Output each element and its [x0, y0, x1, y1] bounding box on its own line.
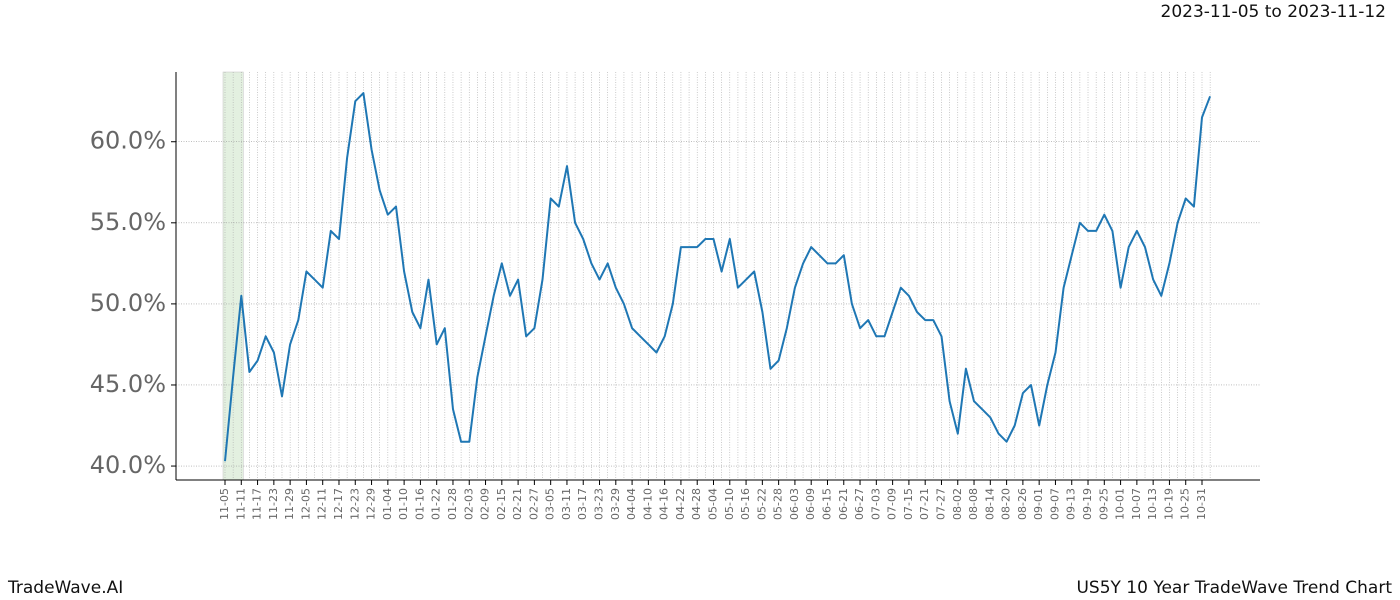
- x-tick-label: 03-29: [609, 488, 622, 520]
- x-tick-label: 10-13: [1146, 488, 1159, 520]
- x-tick-label: 08-08: [967, 488, 980, 520]
- x-tick-label: 01-10: [397, 488, 410, 520]
- x-tick-label: 09-13: [1065, 488, 1078, 520]
- x-tick-label: 02-03: [462, 488, 475, 520]
- x-tick-label: 01-04: [381, 488, 394, 520]
- x-tick-label: 03-17: [576, 488, 589, 520]
- x-tick-label: 05-22: [755, 488, 768, 520]
- x-tick-label: 09-01: [1032, 488, 1045, 520]
- x-tick-label: 01-28: [446, 488, 459, 520]
- x-tick-label: 07-21: [918, 488, 931, 520]
- x-tick-label: 11-17: [251, 488, 264, 520]
- x-tick-label: 06-15: [820, 488, 833, 520]
- x-tick-label: 07-15: [902, 488, 915, 520]
- x-tick-label: 05-04: [707, 488, 720, 520]
- x-tick-label: 10-31: [1195, 488, 1208, 520]
- brand: TradeWave.AI: [7, 578, 123, 598]
- x-tick-label: 06-09: [804, 488, 817, 520]
- x-tick-label: 05-28: [772, 488, 785, 520]
- x-tick-label: 04-28: [690, 488, 703, 520]
- x-tick-label: 12-05: [299, 488, 312, 520]
- x-tick-label: 02-27: [527, 488, 540, 520]
- x-tick-label: 04-22: [674, 488, 687, 520]
- x-tick-label: 06-27: [853, 488, 866, 520]
- y-tick-label: 40.0%: [90, 451, 166, 479]
- x-tick-label: 11-23: [267, 488, 280, 520]
- y-tick-label: 45.0%: [90, 370, 166, 398]
- x-tick-label: 02-21: [511, 488, 524, 520]
- x-tick-label: 10-19: [1162, 488, 1175, 520]
- x-tick-label: 02-15: [495, 488, 508, 520]
- x-tick-label: 01-16: [413, 488, 426, 520]
- x-tick-label: 12-11: [316, 488, 329, 520]
- x-tick-label: 04-16: [658, 488, 671, 520]
- x-tick-label: 06-21: [837, 488, 850, 520]
- x-tick-label: 06-03: [788, 488, 801, 520]
- x-tick-label: 11-11: [234, 488, 247, 520]
- x-tick-label: 05-16: [739, 488, 752, 520]
- x-tick-label: 12-23: [348, 488, 361, 520]
- x-tick-label: 08-20: [1000, 488, 1013, 520]
- x-tick-label: 01-22: [430, 488, 443, 520]
- x-tick-label: 08-02: [951, 488, 964, 520]
- x-tick-label: 04-04: [625, 488, 638, 520]
- y-tick-label: 55.0%: [90, 208, 166, 236]
- chart-subtitle: US5Y 10 Year TradeWave Trend Chart: [1076, 578, 1392, 598]
- x-tick-label: 10-01: [1114, 488, 1127, 520]
- x-tick-label: 03-11: [560, 488, 573, 520]
- highlight-band: [222, 71, 244, 481]
- line-series: [224, 92, 1212, 462]
- x-tick-label: 05-10: [723, 488, 736, 520]
- x-tick-label: 09-19: [1081, 488, 1094, 520]
- x-tick-label: 07-27: [934, 488, 947, 520]
- x-tick-label: 03-23: [593, 488, 606, 520]
- x-tick-label: 04-10: [641, 488, 654, 520]
- x-tick-label: 07-03: [869, 488, 882, 520]
- x-tick-label: 08-14: [983, 488, 996, 520]
- chart-title: 2023-11-05 to 2023-11-12: [1161, 2, 1386, 22]
- x-tick-label: 10-25: [1179, 488, 1192, 520]
- x-tick-label: 10-07: [1130, 488, 1143, 520]
- x-tick-label: 12-17: [332, 488, 345, 520]
- y-tick-label: 50.0%: [90, 289, 166, 317]
- x-tick-label: 11-29: [283, 488, 296, 520]
- x-tick-label: 08-26: [1016, 488, 1029, 520]
- x-tick-label: 12-29: [365, 488, 378, 520]
- x-tick-label: 02-09: [479, 488, 492, 520]
- x-tick-label: 09-07: [1048, 488, 1061, 520]
- x-tick-label: 09-25: [1097, 488, 1110, 520]
- x-tick-label: 03-05: [544, 488, 557, 520]
- x-tick-label: 11-05: [218, 488, 231, 520]
- y-tick-label: 60.0%: [90, 127, 166, 155]
- x-tick-label: 07-09: [886, 488, 899, 520]
